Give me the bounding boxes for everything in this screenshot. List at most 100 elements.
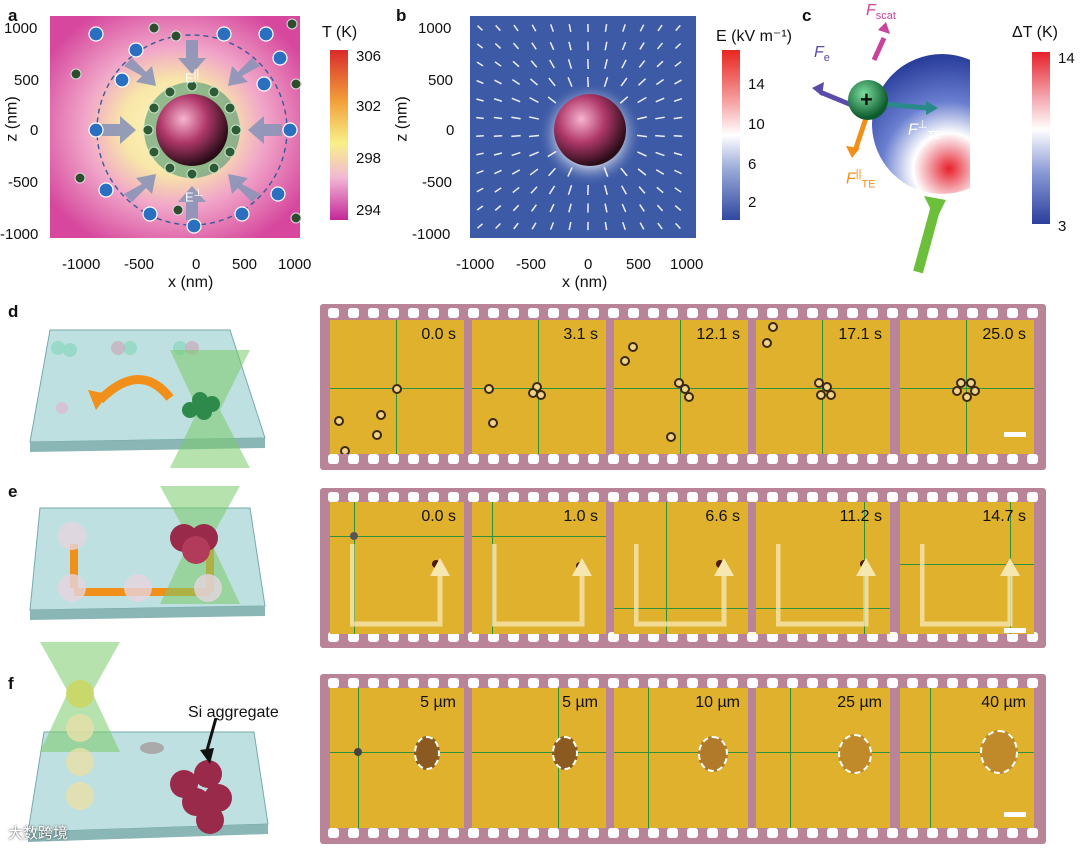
a-ylabel: z (nm) [3,96,21,142]
field-parallel-label: E|| [185,68,200,86]
field-arrow [637,168,647,176]
field-arrow [655,169,665,175]
a-xtick: -500 [124,256,155,273]
field-arrow [603,77,609,87]
field-arrow [549,41,555,51]
field-arrow [568,221,572,231]
field-arrow [530,186,538,194]
field-arrow [655,134,665,138]
field-arrow [477,25,483,31]
svg-text:+: + [860,87,873,112]
panel-c-diagram: + [812,22,970,274]
panel-f-label: f [8,674,14,693]
panel-d-label: d [8,302,19,321]
panel-e-schematic [29,486,266,620]
frame-f-2: 5 µm [472,688,606,828]
b-xtick: 500 [626,256,652,273]
frame-time: 5 µm [420,694,456,711]
field-arrow [548,185,556,195]
frame-time: 14.7 s [982,508,1026,525]
frame-time: 1.0 s [563,508,598,525]
field-arrow [622,24,626,32]
field-arrow [604,221,608,231]
a-ytick: 1000 [4,20,38,37]
field-arrow [603,184,609,196]
field-arrow [549,222,555,230]
field-arrow [529,96,539,104]
panel-b-plot [470,16,696,238]
field-arrow [637,151,647,157]
field-arrow [512,79,520,85]
field-arrow [476,223,484,229]
frame-e-2: 1.0 s [472,502,606,634]
field-arrow [604,203,608,213]
field-arrow [674,204,682,212]
c-colorbar [1032,52,1050,224]
frame-time: 25.0 s [982,326,1026,343]
c-cb-tick: 3 [1058,218,1067,235]
frame-time: 40 µm [981,694,1026,711]
frame-time: 0.0 s [421,508,456,525]
a-xlabel: x (nm) [168,274,214,291]
f-te-perp-label: F⊥TE [908,119,942,142]
field-arrow [675,24,681,32]
field-arrow [476,43,484,49]
frame-d-4: 17.1 s [756,320,890,454]
field-arrow [493,134,503,138]
field-arrow [620,167,628,177]
b-ytick: 500 [428,72,454,89]
b-cb-tick: 10 [748,116,765,133]
b-ytick: -500 [422,174,453,191]
field-arrow [529,168,539,176]
field-arrow [621,59,627,69]
field-arrow [621,41,627,51]
field-arrow [549,24,555,32]
b-ylabel: z (nm) [393,96,411,142]
field-arrow [655,78,665,86]
a-xtick: -1000 [62,256,101,273]
watermark: 大数跨境 [8,825,69,842]
field-arrow [567,59,573,69]
frame-f-3: 10 µm [614,688,748,828]
field-arrow [495,222,501,230]
frame-time: 17.1 s [838,326,882,343]
field-arrow [620,185,628,195]
frame-time: 6.6 s [705,508,740,525]
field-arrow [621,222,627,230]
field-arrow [674,187,682,193]
frame-time: 10 µm [695,694,740,711]
field-arrow [655,116,665,120]
f-te-par-label: F||TE [846,168,876,191]
a-cb-tick: 294 [356,202,382,219]
frame-d-2: 3.1 s [472,320,606,454]
field-arrow [567,77,573,87]
field-arrow [568,203,572,213]
frame-d-5: 25.0 s [900,320,1034,454]
field-arrow [531,24,537,32]
field-arrow [549,59,555,69]
f-scat-label: Fscat [866,2,896,23]
field-arrow [567,167,573,177]
field-arrow [494,169,502,175]
field-arrow [494,61,502,67]
field-arrow [568,41,572,51]
b-ytick: 0 [446,122,455,139]
frame-time: 5 µm [562,694,598,711]
field-arrow [620,77,628,87]
b-xtick: 0 [584,256,593,273]
b-xlabel: x (nm) [562,274,608,291]
field-arrow [494,187,502,193]
field-arrow [476,61,484,67]
field-arrow [673,152,683,156]
frame-d-3: 12.1 s [614,320,748,454]
field-perp-label: E⊥ [185,187,204,205]
b-colorbar-title: E (kV m⁻¹) [716,28,792,45]
c-cb-tick: 14 [1058,50,1075,67]
field-arrow [603,167,609,177]
b-xtick: 1000 [670,256,704,273]
field-arrow [639,42,645,50]
field-arrow [531,204,537,212]
panel-a-label: a [8,6,18,25]
field-arrow [493,98,503,102]
field-arrow [531,42,537,50]
